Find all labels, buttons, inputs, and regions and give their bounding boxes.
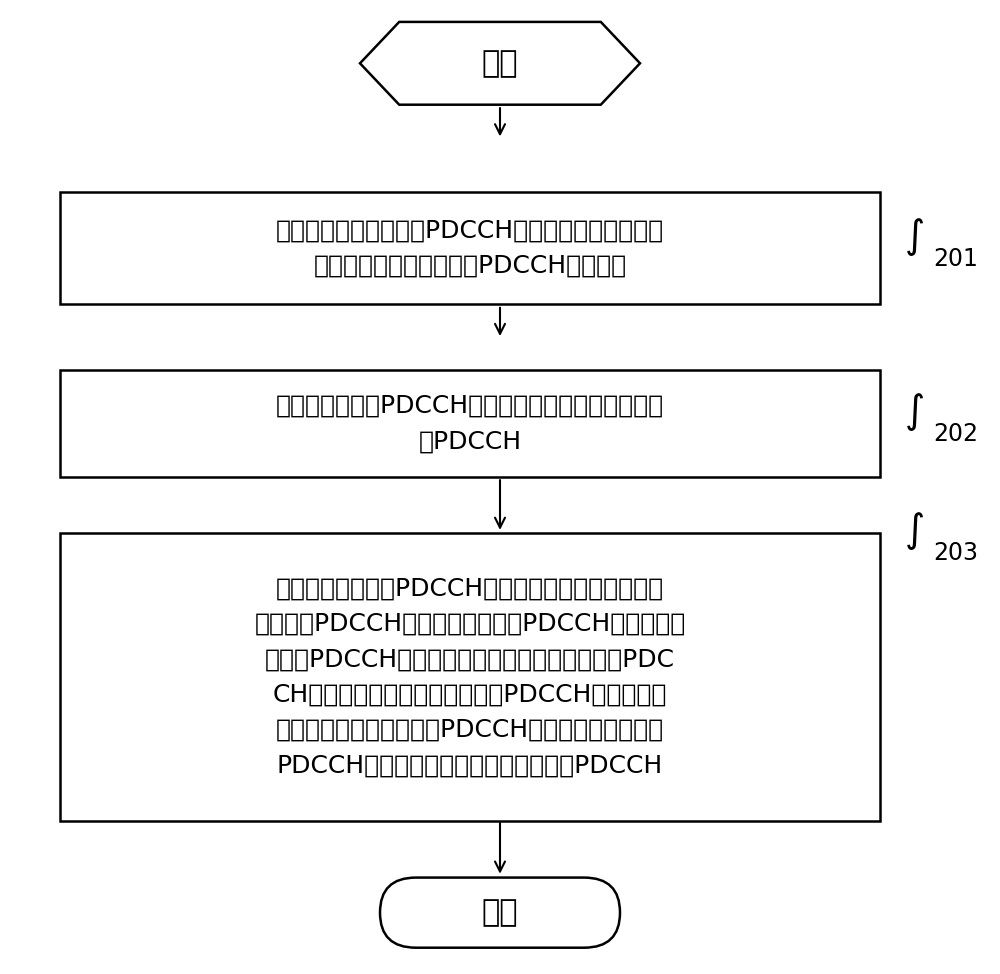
Text: ∫: ∫ bbox=[905, 511, 925, 550]
FancyBboxPatch shape bbox=[60, 193, 880, 304]
FancyBboxPatch shape bbox=[60, 534, 880, 820]
Text: 开始: 开始 bbox=[482, 49, 518, 78]
Text: 203: 203 bbox=[933, 542, 978, 565]
Text: 201: 201 bbox=[933, 247, 978, 271]
FancyBboxPatch shape bbox=[380, 878, 620, 948]
Text: ∫: ∫ bbox=[905, 393, 925, 431]
Text: 获取物理下行控制信道PDCCH监听周期的指示信息，
所述指示信息中包括第一PDCCH监听周期: 获取物理下行控制信道PDCCH监听周期的指示信息， 所述指示信息中包括第一PDC… bbox=[276, 219, 664, 278]
Text: 在属于所述第一PDCCH监听周期的监听时隙，监听第
一PDCCH: 在属于所述第一PDCCH监听周期的监听时隙，监听第 一PDCCH bbox=[276, 394, 664, 453]
Text: 结束: 结束 bbox=[482, 898, 518, 927]
Text: 当在属于所述第一PDCCH监听周期的监听时隙没有检
测到第一PDCCH时，在下一个包含PDCCH资源集的时
隙监听PDCCH；或在所述指示信息中还包括第二PDC: 当在属于所述第一PDCCH监听周期的监听时隙没有检 测到第一PDCCH时，在下一… bbox=[254, 577, 686, 777]
Text: ∫: ∫ bbox=[905, 217, 925, 256]
Polygon shape bbox=[360, 21, 640, 104]
Text: 202: 202 bbox=[933, 423, 978, 446]
FancyBboxPatch shape bbox=[60, 370, 880, 477]
